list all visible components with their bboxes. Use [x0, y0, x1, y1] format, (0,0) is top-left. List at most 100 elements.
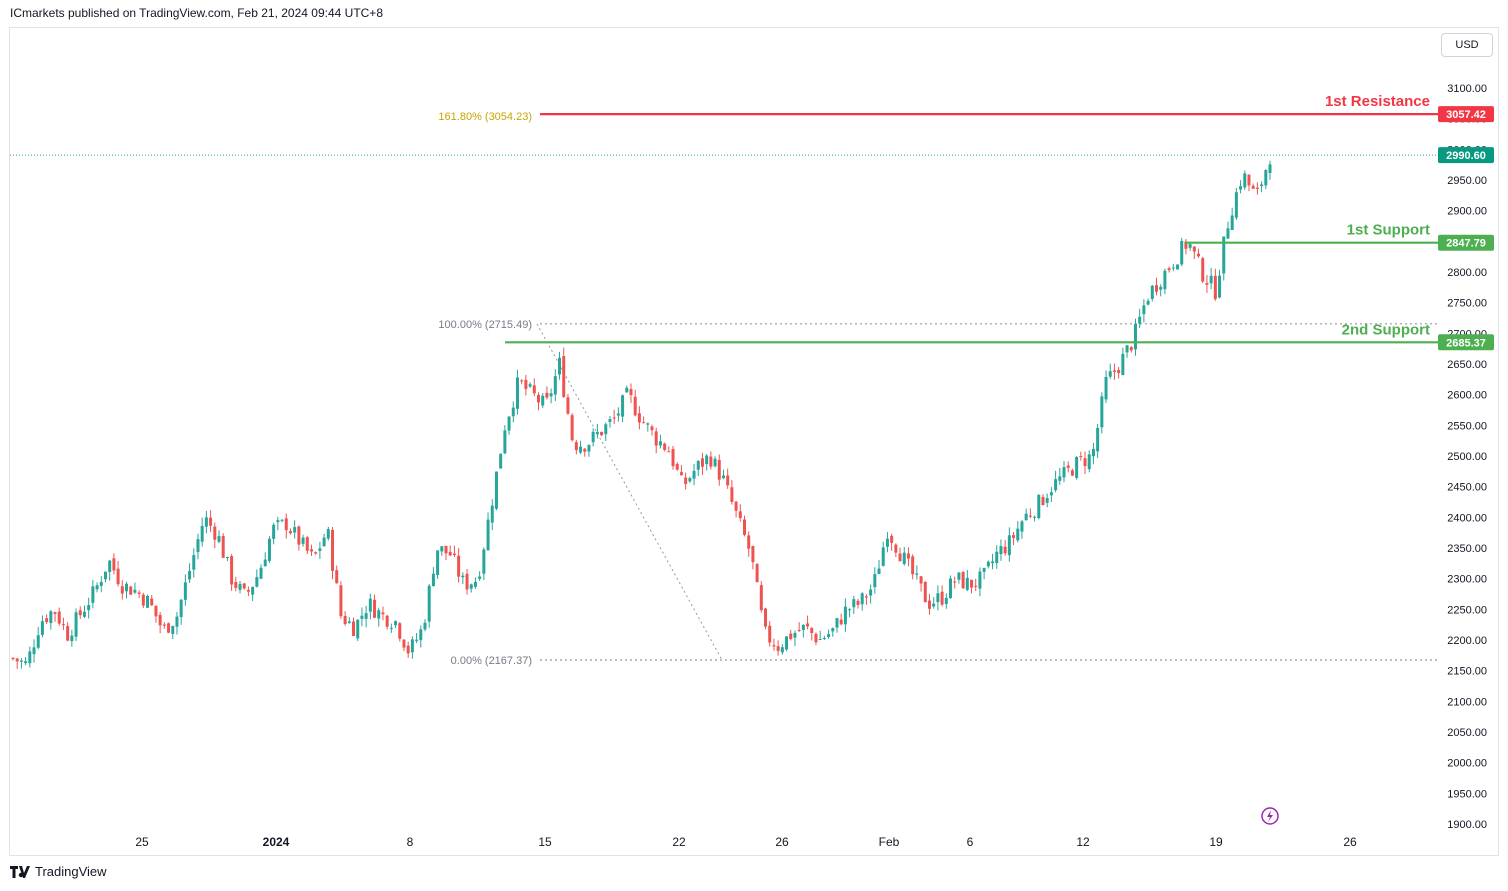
- candle-body: [587, 445, 591, 452]
- price-labels: 3057.42 2847.79 2685.37 2990.60: [1261, 106, 1494, 825]
- candle-body: [566, 397, 570, 414]
- candle-body: [103, 571, 107, 580]
- candle-body: [616, 413, 620, 416]
- y-tick-label: 2150.00: [1447, 666, 1487, 678]
- candle-body: [263, 559, 267, 567]
- candle-body: [431, 573, 435, 587]
- candle-body: [1062, 467, 1066, 478]
- candle-body: [1108, 371, 1112, 377]
- candle-body: [1167, 268, 1171, 271]
- candle-body: [595, 431, 599, 434]
- candle-body: [1180, 240, 1184, 265]
- candle-body: [339, 585, 343, 617]
- candle-body: [209, 517, 213, 526]
- candle-body: [1121, 353, 1125, 376]
- candle-body: [150, 598, 154, 606]
- candle-body: [1184, 241, 1188, 249]
- candle-body: [776, 646, 780, 651]
- y-tick-label: 2250.00: [1447, 604, 1487, 616]
- candle-body: [1100, 396, 1104, 428]
- candle-body: [137, 592, 141, 594]
- candle-body: [654, 431, 658, 446]
- candle-body: [70, 635, 74, 642]
- candle-body: [1201, 258, 1205, 282]
- candle-body: [1091, 448, 1095, 457]
- candle-body: [99, 582, 103, 586]
- candle-body: [389, 627, 393, 629]
- candle-body: [457, 555, 461, 577]
- candle-body: [541, 395, 545, 406]
- candle-body: [280, 519, 284, 521]
- candle-body: [272, 524, 276, 539]
- candle-body: [436, 550, 440, 576]
- level-name: 2nd Support: [1342, 321, 1430, 338]
- x-tick-label: 8: [407, 835, 414, 849]
- candle-body: [377, 610, 381, 619]
- candle-body: [650, 426, 654, 431]
- candle-body: [1192, 246, 1196, 252]
- y-tick-label: 2200.00: [1447, 635, 1487, 647]
- x-tick-label: 26: [1343, 835, 1357, 849]
- candle-body: [419, 629, 423, 641]
- candle-body: [537, 394, 541, 403]
- x-tick-label: 25: [135, 835, 149, 849]
- candle-body: [923, 581, 927, 603]
- candle-body: [49, 611, 53, 624]
- candle-body: [902, 552, 906, 565]
- candle-body: [360, 615, 364, 619]
- candle-body: [125, 583, 129, 592]
- candle-body: [1033, 516, 1037, 518]
- candle-body: [553, 376, 557, 395]
- price-axis: 3100.003050.003000.002950.002900.002850.…: [1447, 83, 1487, 831]
- candle-body: [234, 581, 238, 588]
- candle-body: [1176, 264, 1180, 270]
- candle-body: [515, 377, 519, 409]
- candle-body: [806, 623, 810, 627]
- y-tick-label: 2500.00: [1447, 451, 1487, 463]
- candle-body: [158, 614, 162, 626]
- candle-body: [604, 424, 608, 435]
- candle-body: [373, 599, 377, 618]
- candle-body: [890, 535, 894, 543]
- y-tick-label: 1950.00: [1447, 788, 1487, 800]
- candle-body: [1154, 285, 1158, 292]
- candle-body: [768, 625, 772, 643]
- level-price-tag-bg: [1438, 234, 1494, 251]
- candle-body: [1255, 187, 1259, 189]
- candle-body: [982, 567, 986, 572]
- candle-body: [1142, 305, 1146, 315]
- candle-body: [679, 472, 683, 476]
- candle-body: [637, 413, 641, 423]
- candle-body: [381, 612, 385, 615]
- candle-body: [415, 639, 419, 641]
- candle-body: [499, 453, 503, 469]
- candle-body: [1234, 192, 1238, 218]
- candle-body: [1213, 275, 1217, 300]
- candle-body: [188, 570, 192, 580]
- candle-body: [482, 549, 486, 574]
- candle-body: [688, 478, 692, 482]
- x-tick-label: 22: [672, 835, 686, 849]
- candle-body: [314, 552, 318, 554]
- publisher-header: ICmarkets published on TradingView.com, …: [10, 6, 383, 20]
- candle-body: [87, 605, 91, 611]
- candle-body: [621, 395, 625, 417]
- currency-selector[interactable]: USD: [1441, 33, 1493, 57]
- candle-body: [129, 586, 133, 595]
- candle-body: [1188, 244, 1192, 248]
- events-bolt-icon: [1267, 810, 1273, 822]
- candle-body: [267, 538, 271, 561]
- candle-body: [562, 356, 566, 397]
- y-tick-label: 2350.00: [1447, 543, 1487, 555]
- candle-body: [1133, 323, 1137, 350]
- candle-body: [873, 574, 877, 588]
- candle-body: [204, 517, 208, 527]
- candle-body: [141, 594, 145, 606]
- fib-label: 161.80% (3054.23): [438, 111, 532, 123]
- candle-body: [1243, 173, 1247, 188]
- candle-body: [999, 546, 1003, 555]
- candle-body: [1087, 454, 1091, 470]
- candle-body: [772, 645, 776, 647]
- candle-body: [78, 610, 82, 616]
